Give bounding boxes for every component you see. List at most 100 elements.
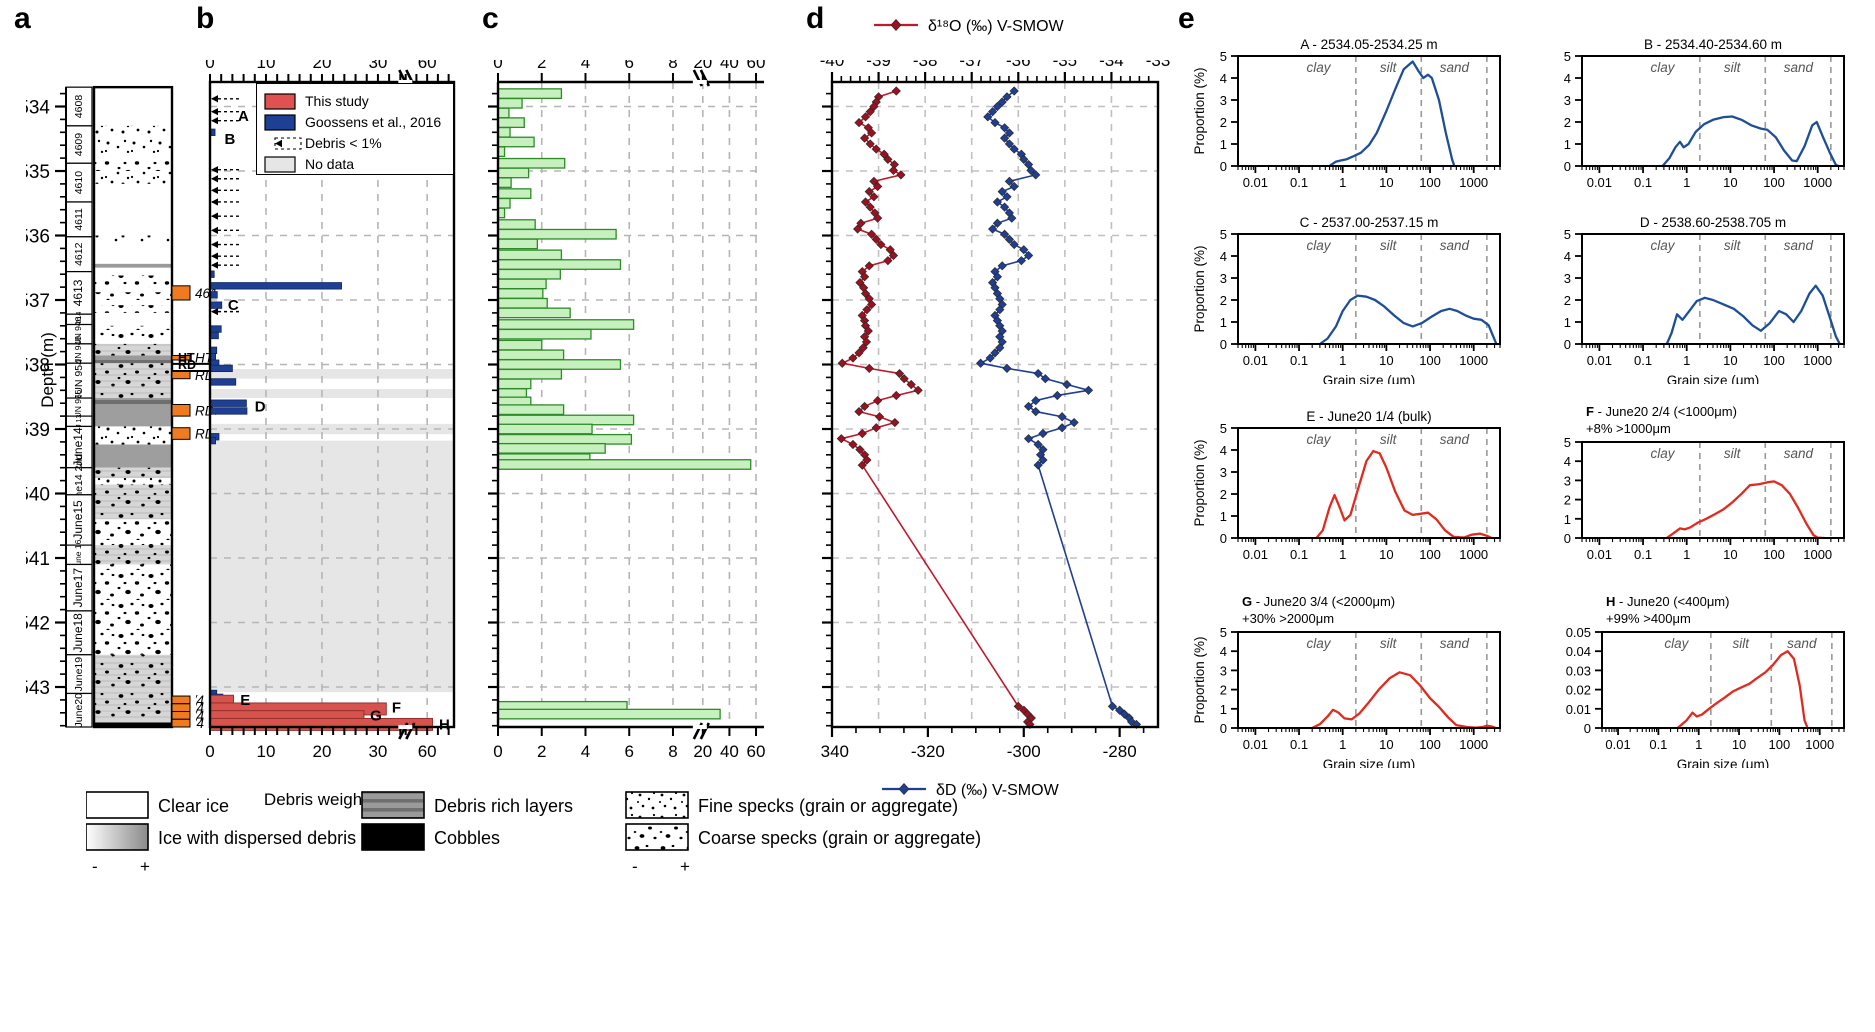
svg-text:-35: -35 [1053,60,1078,70]
svg-text:C: C [228,297,239,314]
svg-text:1000: 1000 [1459,547,1488,562]
svg-text:June14: June14 [71,427,85,467]
svg-text:0.04: 0.04 [1566,644,1591,659]
svg-text:June17: June17 [71,568,85,608]
svg-text:RUN 954: RUN 954 [73,359,85,402]
svg-text:4610: 4610 [73,171,85,195]
svg-text:silt: silt [1732,636,1750,651]
svg-text:0.1: 0.1 [1290,547,1308,562]
svg-text:2: 2 [1220,683,1227,698]
svg-text:2: 2 [1564,115,1571,130]
svg-text:-38: -38 [913,60,938,70]
svg-text:Coarse specks (grain or aggreg: Coarse specks (grain or aggregate) [698,828,981,848]
svg-text:Proportion (%): Proportion (%) [1192,636,1207,723]
svg-text:H - June20 (<400μm): H - June20 (<400μm) [1606,594,1729,609]
svg-text:+30% >2000μm: +30% >2000μm [1242,611,1334,626]
grainsize-subplot-f: F - June20 2/4 (<1000μm) +8% >1000μm clay s… [1530,400,1874,578]
svg-text:4: 4 [1564,249,1571,264]
svg-text:60: 60 [747,742,766,761]
svg-text:3: 3 [1220,465,1227,480]
svg-text:clay: clay [1651,446,1676,461]
svg-text:Cobbles: Cobbles [434,828,500,848]
svg-text:Debris < 1%: Debris < 1% [305,135,382,151]
svg-text:1000: 1000 [1803,547,1832,562]
svg-text:0: 0 [493,742,502,761]
svg-text:0: 0 [205,742,214,761]
svg-text:0.01: 0.01 [1243,353,1268,368]
svg-text:5: 5 [1220,625,1227,640]
svg-text:0: 0 [1564,531,1571,546]
svg-text:100: 100 [1763,353,1785,368]
svg-text:A - 2534.05-2534.25 m: A - 2534.05-2534.25 m [1300,37,1437,52]
svg-text:2534: 2534 [26,98,50,119]
svg-text:1: 1 [1339,737,1346,752]
svg-text:sand: sand [1440,432,1470,447]
svg-text:0.05: 0.05 [1566,625,1591,640]
svg-text:2537: 2537 [26,291,50,312]
grainsize-subplot-c: C - 2537.00-2537.15 m clay silt sand 0.01 0.1… [1186,206,1530,384]
svg-text:6: 6 [624,742,633,761]
panel-d-legend-dD: δD (‰) V-SMOW [880,778,1120,800]
svg-text:sand: sand [1440,636,1470,651]
svg-text:2540: 2540 [26,485,50,506]
svg-text:0.1: 0.1 [1290,175,1308,190]
svg-text:1: 1 [1564,315,1571,330]
svg-text:1: 1 [1220,702,1227,717]
svg-text:10: 10 [1379,547,1393,562]
svg-text:E - June20 1/4 (bulk): E - June20 1/4 (bulk) [1306,409,1431,424]
svg-text:2: 2 [537,742,546,761]
svg-text:G: G [370,707,382,724]
svg-text:10: 10 [257,60,276,72]
svg-text:20: 20 [312,60,331,72]
svg-text:5: 5 [1564,227,1571,242]
svg-text:-33: -33 [1146,60,1170,70]
svg-text:0: 0 [493,60,502,72]
svg-text:-280: -280 [1103,742,1137,761]
svg-text:Clear ice: Clear ice [158,796,229,816]
svg-text:2: 2 [1564,493,1571,508]
svg-text:Proportion (%): Proportion (%) [1192,245,1207,332]
svg-text:clay: clay [1307,60,1332,75]
svg-text:1: 1 [1339,175,1346,190]
svg-text:100: 100 [1769,737,1791,752]
svg-text:clay: clay [1307,238,1332,253]
svg-text:sand: sand [1784,446,1814,461]
svg-text:4609: 4609 [73,133,85,157]
svg-text:3: 3 [1220,271,1227,286]
svg-text:0: 0 [1584,721,1591,736]
panel-b-letter: b [196,2,215,35]
svg-text:-34: -34 [1099,60,1124,70]
svg-text:0: 0 [1564,337,1571,352]
svg-text:Grain size (μm): Grain size (μm) [1677,757,1770,768]
svg-text:+8% >1000μm: +8% >1000μm [1586,421,1671,436]
svg-text:20: 20 [312,742,331,761]
svg-text:4608: 4608 [73,95,85,119]
panel-e-grainsize-grid: A - 2534.05-2534.25 m clay silt sand 0.01 0.1… [1186,28,1875,768]
svg-text:E: E [240,692,250,709]
svg-text:4612: 4612 [73,242,85,266]
svg-text:40: 40 [720,742,739,761]
svg-text:Debris rich layers: Debris rich layers [434,796,573,816]
svg-text:3: 3 [1564,271,1571,286]
svg-text:June15: June15 [71,500,85,540]
svg-text:-320: -320 [911,742,945,761]
panel-c-letter: c [482,2,499,35]
svg-text:F - June20 2/4 (<1000μm): F - June20 2/4 (<1000μm) [1586,404,1737,419]
svg-text:10: 10 [1379,353,1393,368]
svg-text:RD: RD [178,358,196,372]
svg-text:June18: June18 [71,613,85,653]
svg-text:June19: June19 [73,657,85,692]
svg-text:10: 10 [1732,737,1746,752]
svg-text:30: 30 [368,742,387,761]
svg-text:0: 0 [1564,159,1571,174]
panel-c-chart: 0 0 2 2 4 4 6 6 8 8 20 20 40 40 60 60 [486,60,776,770]
svg-text:0.01: 0.01 [1587,175,1612,190]
svg-text:2536: 2536 [26,227,50,248]
svg-text:0.01: 0.01 [1566,702,1591,717]
svg-text:Grain size (μm): Grain size (μm) [1323,757,1416,768]
svg-text:Proportion (%): Proportion (%) [1192,67,1207,154]
grainsize-subplot-h: H - June20 (<400μm) +99% >400μm clay silt sa… [1530,590,1874,768]
svg-text:10: 10 [1379,175,1393,190]
svg-text:20June 1/4: 20June 1/4 [196,693,204,708]
svg-text:C - 2537.00-2537.15 m: C - 2537.00-2537.15 m [1300,215,1439,230]
